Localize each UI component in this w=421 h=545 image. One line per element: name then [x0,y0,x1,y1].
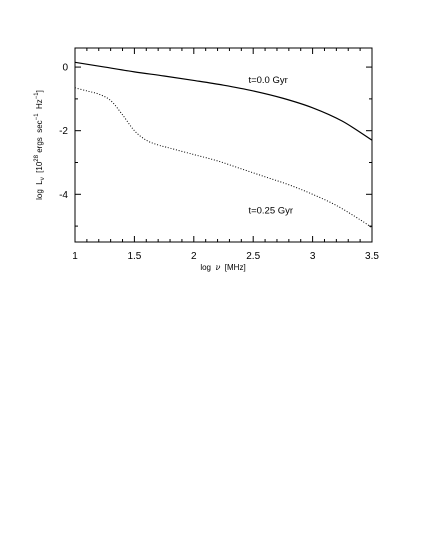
x-tick-label: 3 [310,251,316,262]
x-tick-label: 2 [191,251,197,262]
plot-frame [74,47,373,243]
series-line-2 [74,87,373,229]
x-tick-label: 2.5 [246,251,260,262]
axis-ticks [74,48,373,242]
y-tick-label: 0 [62,63,68,74]
curve-label: t=0.0 Gyr [248,75,287,86]
series-line-1 [74,61,373,141]
series-layer [74,61,373,229]
curve-label: t=0.25 Gyr [248,205,293,216]
x-tick-label: 1 [72,251,78,262]
tick-labels: 1 1.5 2 2.5 3 3.5 0 -2 -4 [59,63,379,262]
y-tick-label: -4 [59,190,68,201]
x-tick-label: 3.5 [365,251,379,262]
x-axis-title: log ν [MHz] [200,263,245,272]
y-tick-label: -2 [59,126,68,137]
x-tick-label: 1.5 [127,251,141,262]
y-axis-title: log Lν [1028 ergs sec−1 Hz−1] [34,90,46,200]
annotations: t=0.0 Gyr t=0.25 Gyr [248,75,293,216]
